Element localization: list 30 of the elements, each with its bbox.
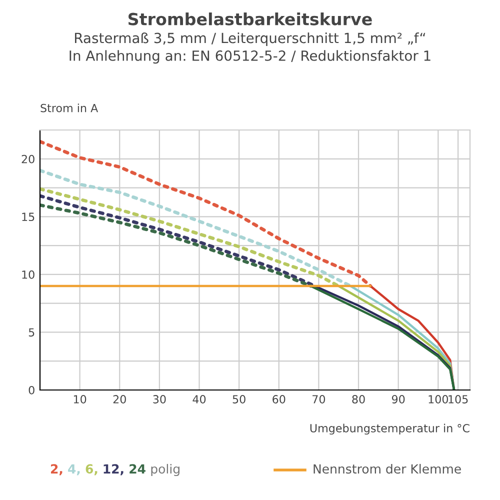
x-tick-label: 30: [153, 395, 166, 404]
x-tick-label: 70: [312, 395, 326, 404]
x-tick-label: 10: [74, 395, 86, 404]
x-tick-label: 50: [232, 395, 246, 404]
line-series: [369, 284, 456, 390]
x-tick-label: 90: [392, 395, 405, 404]
legend-label: Nennstrom der Klemme: [314, 464, 461, 474]
text: polig: [151, 464, 180, 476]
y-tick-label: 0: [28, 386, 34, 394]
x-axis-title: Umgebungstemperatur in °C: [310, 424, 470, 435]
text: 4,: [68, 464, 80, 476]
line-series: [40, 168, 352, 288]
line-series: [40, 140, 372, 288]
chart-subtitle: Rastermaß 3,5 mm / Leiterquerschnitt 1,5 mm² „f“ In Anlehnung an: EN 60512-5-2 / Reduktionsfaktor 1: [70, 32, 430, 64]
x-tick-label: 105: [448, 395, 468, 404]
text: 12,: [104, 464, 124, 476]
x-tick-label: 60: [272, 395, 286, 404]
y-tick-label: 15: [22, 212, 34, 222]
x-tick-label: 20: [113, 395, 126, 404]
text: 2,: [50, 464, 62, 476]
x-tick-label: 40: [192, 395, 206, 404]
x-tick-label: 100: [428, 395, 448, 404]
text: 24: [130, 464, 146, 474]
text: 6,: [86, 464, 98, 476]
y-tick-label: 20: [22, 154, 34, 164]
x-tick-label: 80: [352, 395, 365, 404]
y-tick-label: 5: [28, 328, 34, 337]
chart-title: Strombelastbarkeitskurve: [128, 12, 372, 26]
y-axis-title: Strom in A: [40, 104, 98, 112]
y-tick-label: 10: [22, 270, 34, 279]
